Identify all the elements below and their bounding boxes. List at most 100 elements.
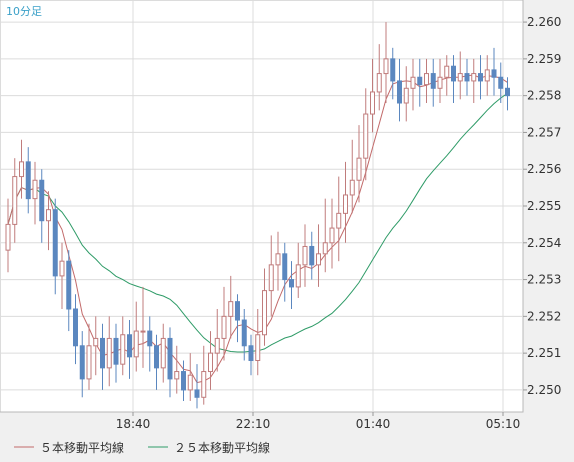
candle-body-up: [19, 161, 24, 178]
candle: [127, 320, 132, 379]
candle: [39, 169, 45, 243]
candle-body-down: [66, 260, 72, 310]
legend-ma5-label: ５本移動平均線: [40, 440, 124, 455]
candle: [228, 275, 234, 339]
candle-body-up: [403, 87, 409, 104]
candle-body-down: [113, 337, 119, 365]
candle: [120, 316, 126, 376]
candle: [282, 242, 288, 302]
candle-body-up: [59, 260, 65, 277]
candle-body-up: [336, 212, 342, 229]
candle-body-up: [471, 73, 477, 82]
candle-body-up: [214, 337, 220, 354]
candle-body-up: [356, 157, 362, 181]
candle: [235, 294, 240, 343]
candle-body-up: [329, 227, 335, 244]
candle: [113, 323, 119, 383]
candle: [221, 286, 227, 361]
candle-body-down: [52, 209, 58, 277]
y-tick-label: 2.255: [527, 199, 561, 213]
candle: [208, 331, 213, 390]
y-tick-label: 2.254: [527, 236, 561, 250]
candle-body-up: [410, 76, 416, 89]
candle: [12, 158, 18, 243]
legend-ma25-label: ２５本移動平均線: [174, 440, 270, 455]
candle-body-up: [12, 176, 18, 225]
candle-body-up: [5, 223, 11, 251]
candle-body-up: [444, 65, 450, 78]
candle: [437, 58, 443, 103]
candle: [73, 294, 78, 365]
candle: [309, 231, 315, 280]
candles: [5, 22, 510, 409]
candle-body-down: [451, 65, 456, 82]
candle-body-up: [268, 264, 274, 292]
candle: [424, 58, 429, 103]
candle: [106, 316, 112, 387]
candle-body-up: [187, 374, 193, 391]
candle-body-down: [167, 337, 173, 380]
candle: [329, 198, 335, 269]
candle-body-up: [376, 73, 382, 93]
candle-body-up: [424, 73, 429, 86]
candle-body-up: [370, 91, 375, 115]
candle: [160, 323, 166, 383]
candle: [390, 47, 396, 100]
y-tick-label: 2.250: [527, 383, 561, 397]
candle-body-down: [194, 389, 200, 398]
candle: [19, 139, 24, 199]
candle-body-up: [262, 290, 267, 336]
y-tick-label: 2.252: [527, 309, 561, 323]
candle-body-up: [32, 179, 38, 200]
candle-body-up: [484, 69, 490, 82]
candle: [451, 55, 456, 103]
candle: [59, 242, 65, 309]
candle: [268, 235, 274, 317]
candle: [140, 286, 146, 368]
candle: [133, 301, 139, 372]
candle: [79, 331, 85, 398]
candle-body-up: [295, 264, 301, 288]
y-tick-label: 2.258: [527, 89, 561, 103]
candle-body-down: [309, 245, 315, 266]
candle: [505, 77, 510, 111]
x-tick-label: 18:40: [116, 417, 151, 431]
candle-body-up: [140, 330, 146, 333]
candle: [201, 345, 207, 405]
y-tick-label: 2.251: [527, 346, 561, 360]
x-tick-label: 22:10: [236, 417, 271, 431]
candle-body-up: [174, 371, 180, 380]
candle-body-up: [275, 253, 281, 266]
candle: [248, 334, 254, 376]
candle-body-up: [86, 345, 92, 380]
candle-body-up: [316, 253, 321, 266]
candle: [478, 55, 483, 100]
candle: [241, 309, 247, 361]
candle-body-down: [282, 253, 288, 281]
candle-body-up: [302, 245, 308, 266]
candle: [363, 88, 369, 181]
candle: [214, 309, 220, 372]
candle: [66, 250, 72, 332]
candle-body-down: [478, 73, 483, 82]
candle-body-down: [241, 319, 247, 347]
candle: [376, 44, 382, 111]
candle: [484, 55, 490, 96]
candle-body-up: [457, 73, 463, 82]
candle: [370, 58, 375, 133]
candle-body-up: [322, 242, 328, 255]
candle-body-up: [228, 301, 234, 317]
candle: [464, 58, 470, 96]
candle-body-down: [430, 73, 436, 89]
candle-body-up: [201, 371, 207, 398]
candle: [295, 242, 301, 298]
candle-body-down: [100, 337, 105, 369]
candle-body-up: [93, 337, 99, 347]
candle: [322, 198, 328, 273]
candle: [32, 161, 38, 225]
candle: [349, 139, 355, 214]
y-tick-label: 2.256: [527, 162, 561, 176]
candle: [343, 161, 348, 243]
